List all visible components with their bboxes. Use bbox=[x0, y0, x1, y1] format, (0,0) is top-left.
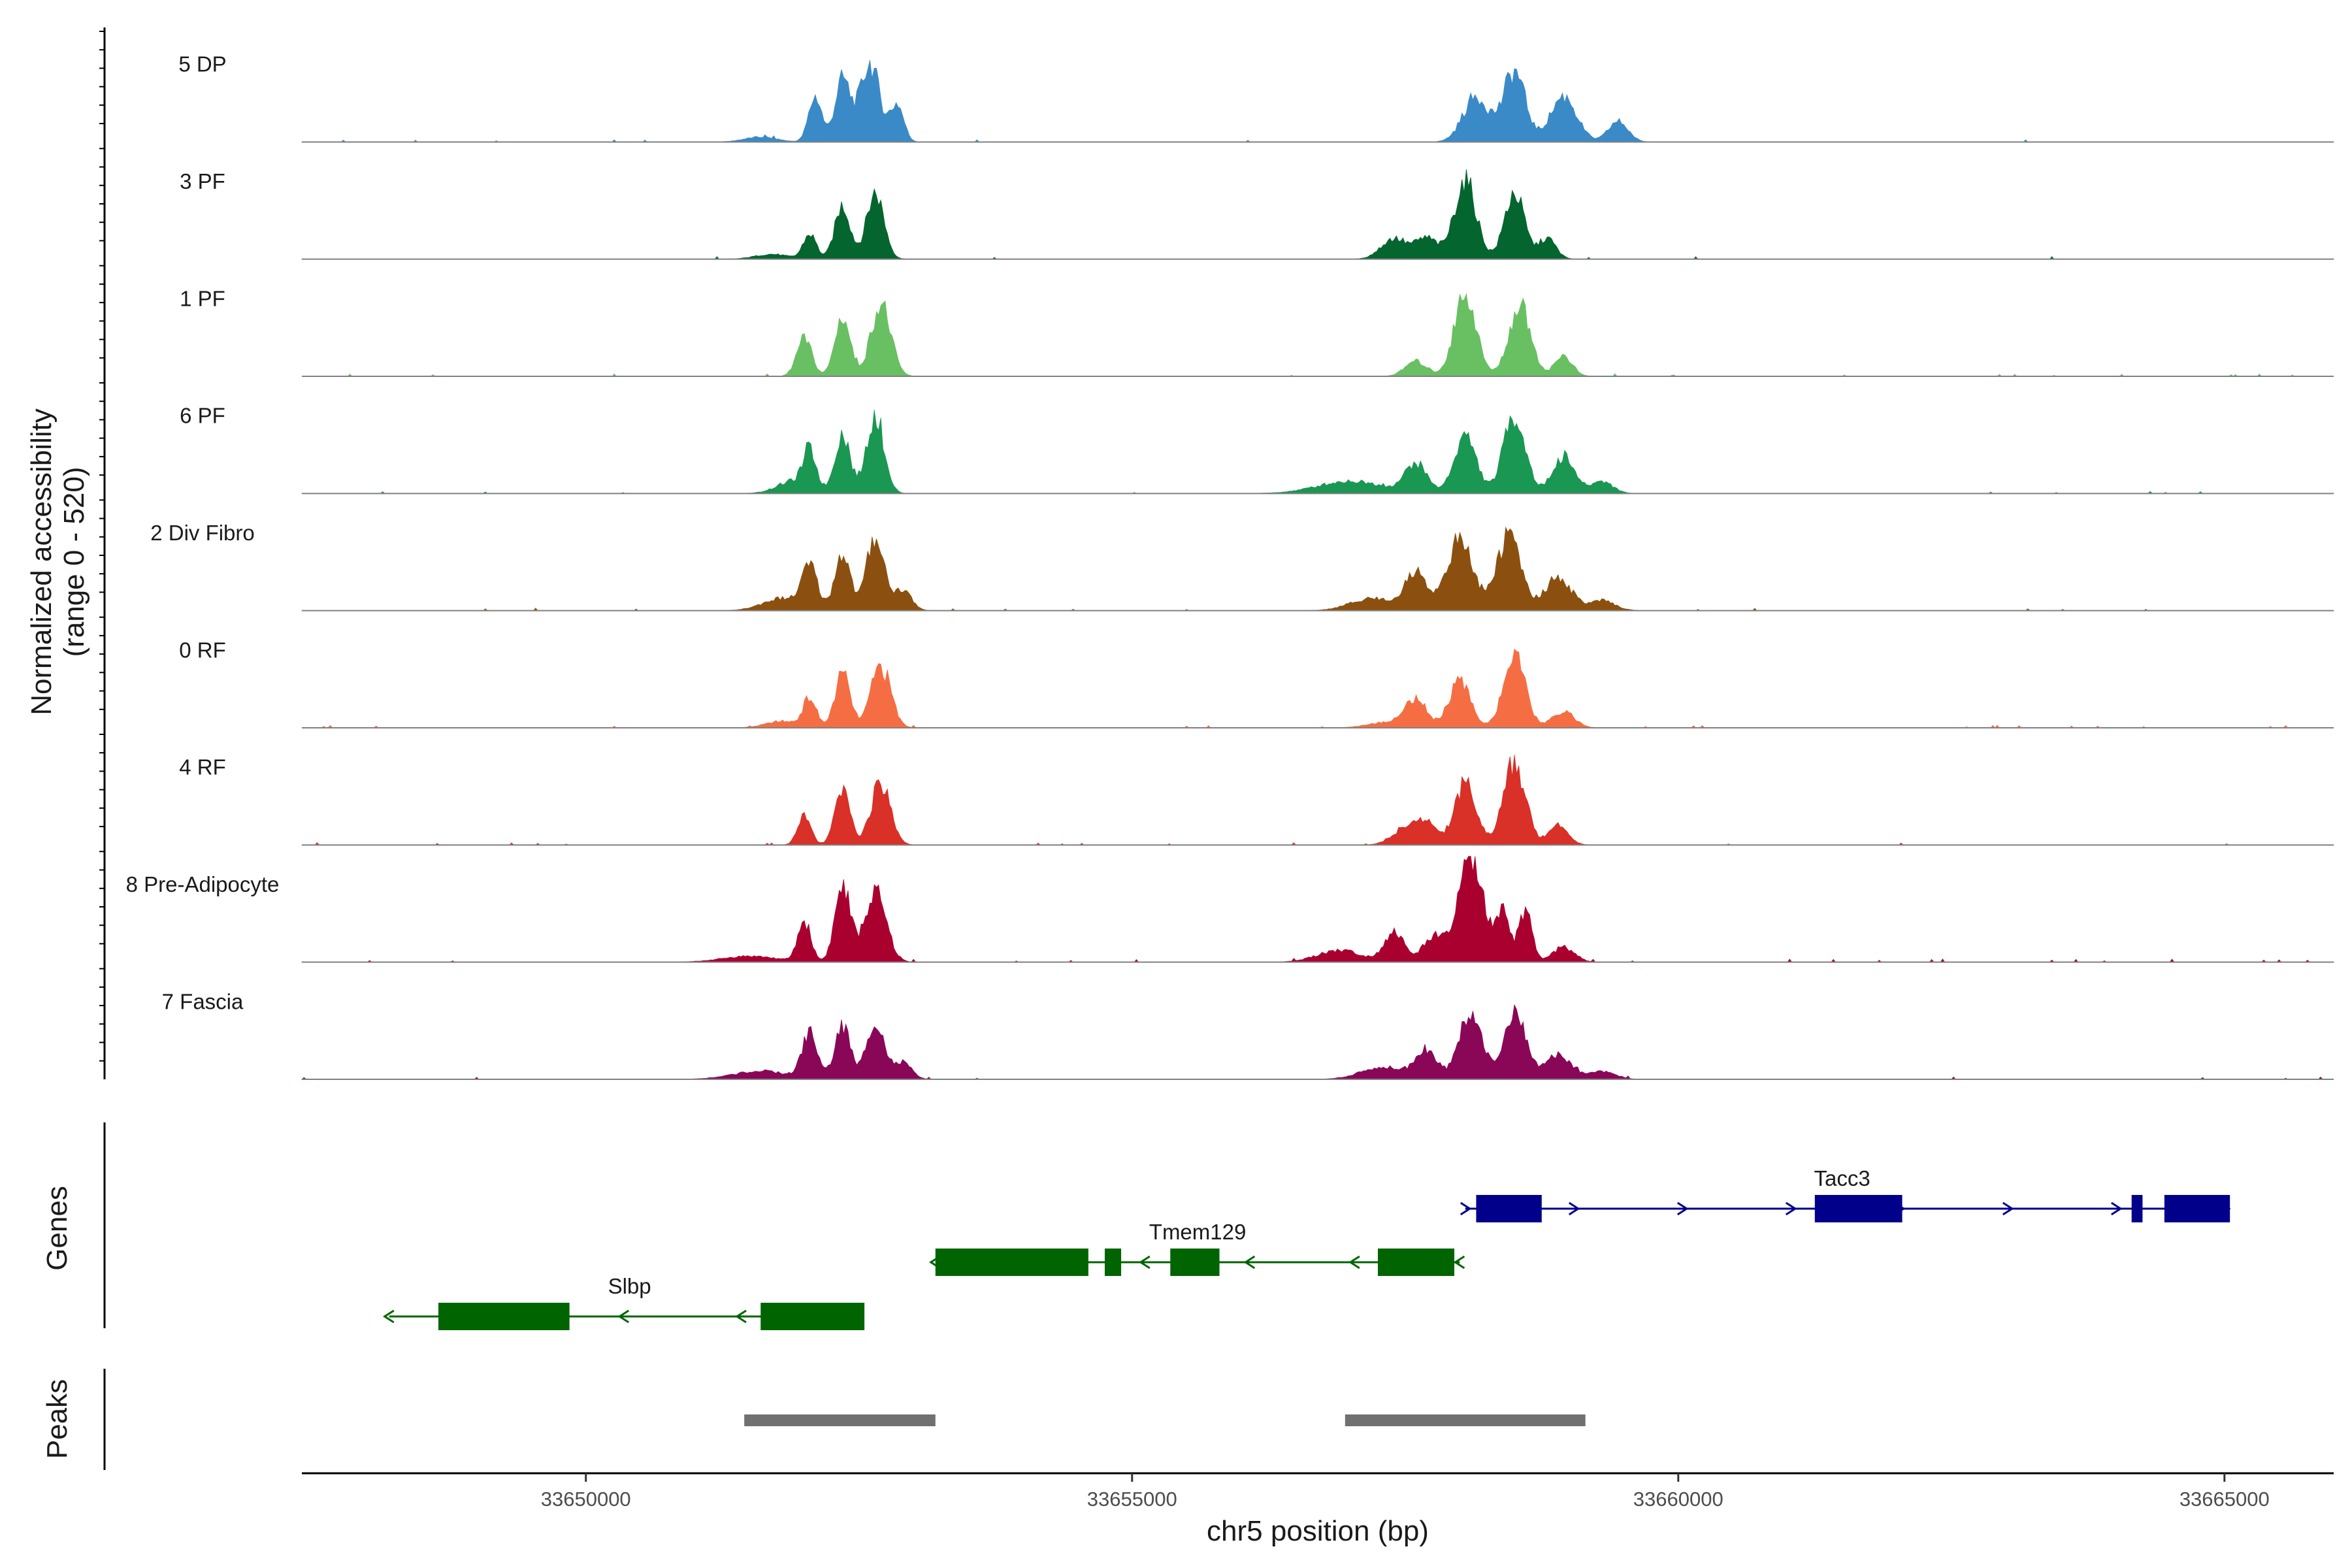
gene-slbp: Slbp bbox=[382, 1274, 865, 1330]
strand-arrow bbox=[1453, 1255, 1465, 1269]
x-tick-label: 33660000 bbox=[1633, 1488, 1723, 1511]
strand-arrow bbox=[1139, 1255, 1151, 1269]
genes-panel-title: Genes bbox=[41, 1186, 73, 1271]
strand-arrow bbox=[1243, 1255, 1256, 1269]
track-label: 5 DP bbox=[178, 52, 226, 76]
track-label: 0 RF bbox=[179, 638, 226, 662]
strand-arrow bbox=[382, 1309, 395, 1324]
gene-exon bbox=[935, 1249, 1088, 1276]
track-5-dp: 5 DP bbox=[178, 52, 2334, 143]
coverage-area bbox=[301, 1004, 2334, 1080]
strand-arrow bbox=[1568, 1201, 1580, 1216]
gene-exon bbox=[1476, 1195, 1542, 1222]
coverage-area bbox=[301, 526, 2334, 612]
track-4-rf: 4 RF bbox=[179, 755, 2334, 846]
gene-exon bbox=[760, 1303, 865, 1330]
track-label: 8 Pre-Adipocyte bbox=[126, 872, 280, 896]
gene-exon bbox=[2164, 1195, 2230, 1222]
coverage-area bbox=[301, 410, 2334, 494]
strand-arrow bbox=[1785, 1201, 1797, 1216]
coverage-area bbox=[301, 856, 2334, 963]
x-axis-ticks: 33650000 33655000 33660000 33665000 bbox=[541, 1473, 2270, 1511]
track-label: 2 Div Fibro bbox=[150, 521, 255, 545]
gene-models: Slbp Tmem129 Tacc3 bbox=[382, 1166, 2231, 1330]
peak-region bbox=[744, 1414, 936, 1426]
peak-region bbox=[1345, 1414, 1586, 1426]
coverage-area bbox=[301, 59, 2334, 142]
gene-label: Tmem129 bbox=[1149, 1220, 1247, 1244]
coverage-tracks: 5 DP 3 PF 1 PF 6 PF 2 Div Fibro 0 RF 4 RF 8 Pre… bbox=[126, 52, 2334, 1080]
strand-arrow bbox=[735, 1309, 747, 1324]
strand-arrow bbox=[1348, 1255, 1360, 1269]
x-tick-label: 33650000 bbox=[541, 1488, 631, 1511]
y-axis-title: Normalized accessibility bbox=[25, 408, 57, 715]
track-label: 1 PF bbox=[180, 286, 225, 310]
x-tick-label: 33665000 bbox=[2180, 1488, 2270, 1511]
gene-exon bbox=[1814, 1195, 1903, 1222]
strand-arrow bbox=[1676, 1201, 1689, 1216]
strand-arrow bbox=[1460, 1201, 1472, 1216]
strand-arrow bbox=[2002, 1201, 2014, 1216]
strand-arrow bbox=[2110, 1201, 2123, 1216]
coverage-area bbox=[301, 755, 2334, 845]
gene-tmem129: Tmem129 bbox=[929, 1220, 1465, 1276]
track-8-pre-adipocyte: 8 Pre-Adipocyte bbox=[126, 856, 2334, 963]
gene-label: Tacc3 bbox=[1814, 1166, 1870, 1190]
coverage-area bbox=[302, 293, 2334, 377]
track-0-rf: 0 RF bbox=[179, 638, 2334, 728]
track-7-fascia: 7 Fascia bbox=[162, 989, 2334, 1080]
x-tick-label: 33655000 bbox=[1087, 1488, 1177, 1511]
y-axis-range-title: (range 0 - 520) bbox=[58, 466, 90, 657]
gene-exon bbox=[1104, 1249, 1122, 1276]
track-label: 3 PF bbox=[180, 169, 225, 193]
track-1-pf: 1 PF bbox=[180, 286, 2334, 377]
coverage-area bbox=[301, 169, 2334, 260]
x-axis-title: chr5 position (bp) bbox=[1207, 1515, 1429, 1547]
track-label: 4 RF bbox=[179, 755, 226, 779]
track-6-pf: 6 PF bbox=[180, 404, 2334, 495]
track-3-pf: 3 PF bbox=[180, 169, 2334, 260]
track-label: 7 Fascia bbox=[162, 989, 244, 1013]
gene-exon bbox=[438, 1303, 570, 1330]
peak-regions bbox=[744, 1414, 1586, 1426]
strand-arrow bbox=[617, 1309, 630, 1324]
gene-tacc3: Tacc3 bbox=[1460, 1166, 2231, 1222]
peaks-panel-title: Peaks bbox=[41, 1379, 73, 1459]
gene-exon bbox=[2131, 1195, 2143, 1222]
track-2-div-fibro: 2 Div Fibro bbox=[150, 521, 2334, 612]
gene-label: Slbp bbox=[608, 1274, 651, 1298]
gene-exon bbox=[1377, 1249, 1455, 1276]
coverage-area bbox=[302, 648, 2334, 728]
y-axis bbox=[99, 27, 106, 1079]
gene-exon bbox=[1170, 1249, 1220, 1276]
track-label: 6 PF bbox=[180, 404, 225, 428]
